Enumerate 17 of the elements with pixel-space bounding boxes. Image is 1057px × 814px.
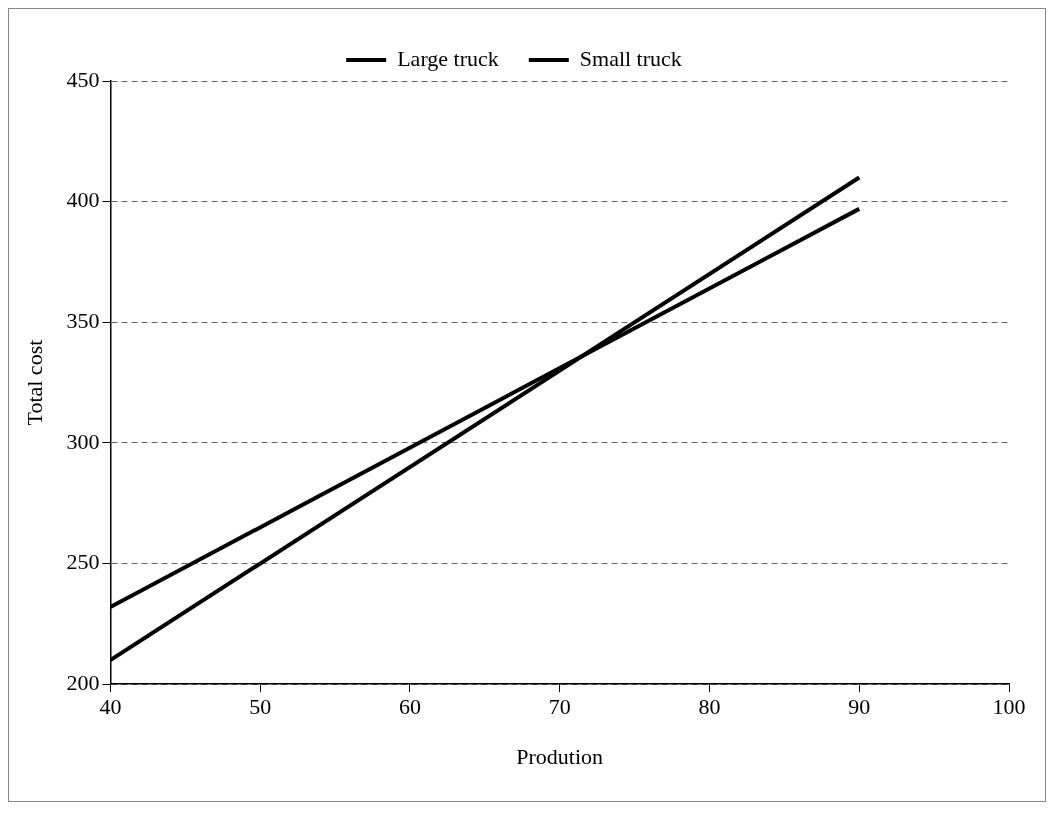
y-tick-label: 400 <box>66 187 100 213</box>
y-tick-label: 450 <box>66 66 100 92</box>
x-tick-label: 60 <box>398 694 421 720</box>
legend-label: Large truck <box>397 45 499 71</box>
y-tick-label: 350 <box>66 308 100 334</box>
x-tick-label: 100 <box>992 694 1026 720</box>
x-tick-label: 80 <box>698 694 721 720</box>
legend-label: Small truck <box>579 45 682 71</box>
x-axis-title: Prodution <box>516 743 604 769</box>
y-tick-label: 300 <box>66 428 100 454</box>
x-tick-label: 40 <box>99 694 122 720</box>
y-tick-label: 250 <box>66 549 100 575</box>
y-axis-title: Total cost <box>21 339 47 426</box>
x-tick-label: 90 <box>848 694 871 720</box>
y-tick-label: 200 <box>66 669 100 695</box>
x-tick-label: 50 <box>249 694 272 720</box>
x-tick-label: 70 <box>548 694 571 720</box>
